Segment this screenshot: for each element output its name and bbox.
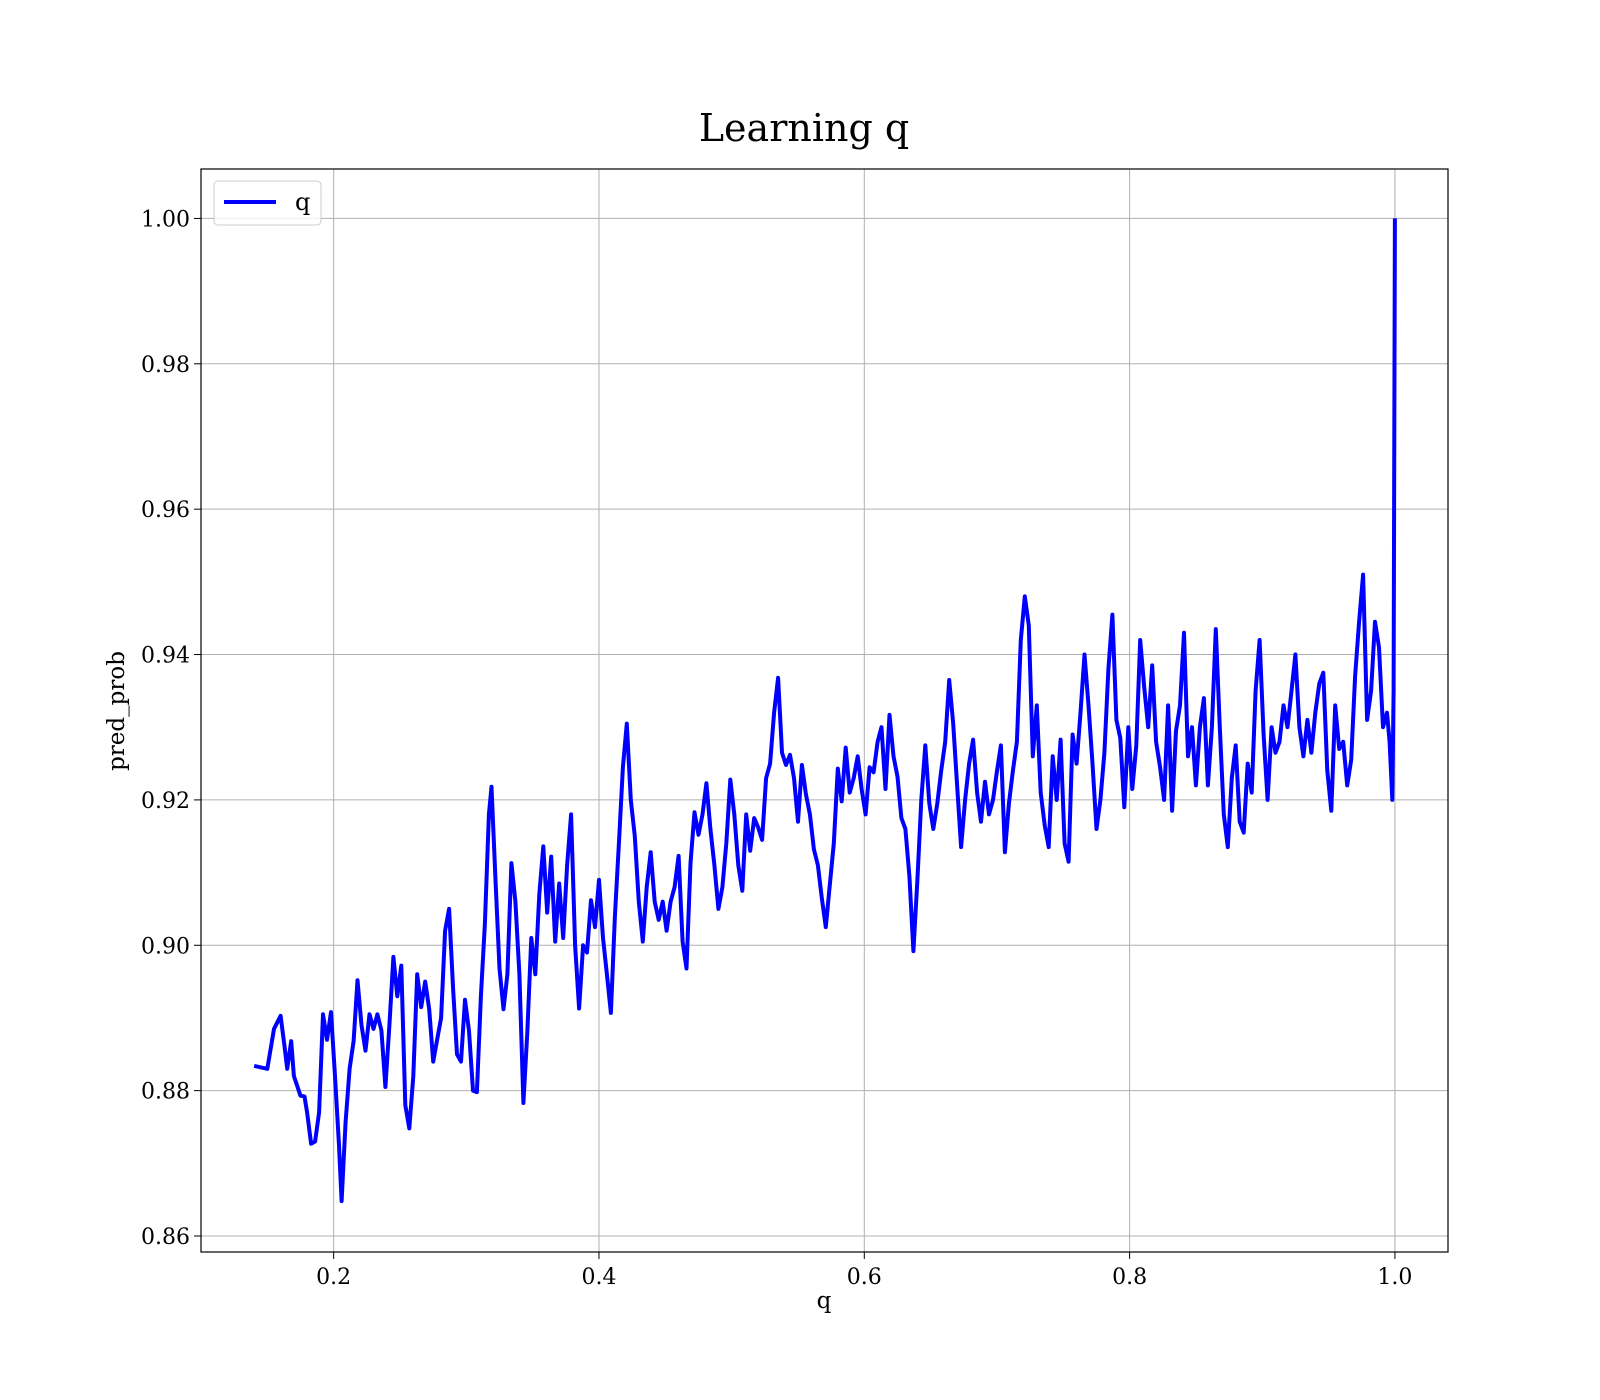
legend: q <box>213 180 322 226</box>
y-tick-label: 0.88 <box>141 1080 190 1105</box>
y-tick-label: 0.86 <box>141 1225 190 1250</box>
y-axis-label: pred_prob <box>104 651 130 771</box>
x-tick-label: 0.2 <box>316 1265 351 1290</box>
x-axis-label: q <box>817 1288 832 1314</box>
y-tick-label: 0.92 <box>141 789 190 814</box>
x-tick-label: 0.4 <box>581 1265 616 1290</box>
legend-label: q <box>295 188 310 216</box>
plot-frame <box>200 168 1449 1253</box>
x-tick-label: 1.0 <box>1377 1265 1412 1290</box>
series-line-q <box>253 218 1397 1204</box>
x-tick-label: 0.8 <box>1112 1265 1147 1290</box>
grid-lines <box>201 169 1448 1252</box>
y-tick-label: 0.90 <box>141 934 190 959</box>
axis-ticks: 0.2 0.4 0.6 0.8 1.0 0.86 0.88 0.90 0.92 0.94 0.96 0… <box>141 207 1412 1290</box>
chart-title: Learning q <box>699 106 909 150</box>
y-tick-label: 0.98 <box>141 353 190 378</box>
x-tick-label: 0.6 <box>847 1265 882 1290</box>
series-layer <box>253 218 1397 1204</box>
y-tick-label: 0.94 <box>141 644 190 669</box>
y-tick-label: 1.00 <box>141 207 190 232</box>
y-tick-label: 0.96 <box>141 498 190 523</box>
